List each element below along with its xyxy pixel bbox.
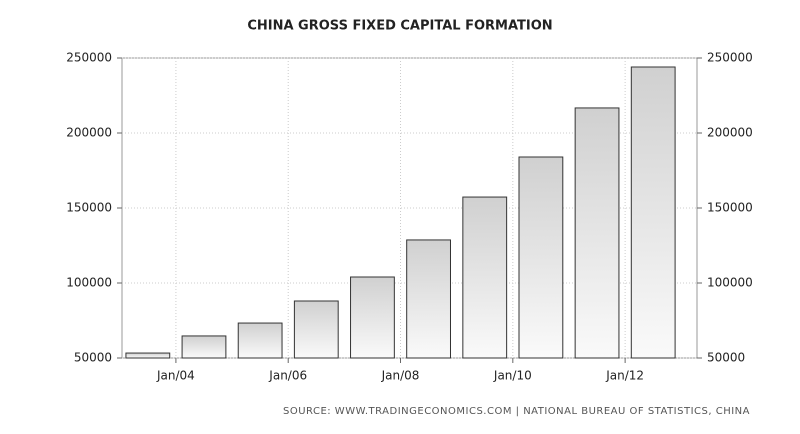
source: SOURCE: WWW.TRADINGECONOMICS.COM | NATIO… xyxy=(283,406,750,417)
x-tick-label: Jan/08 xyxy=(381,369,420,383)
y2-tick-label: 150000 xyxy=(707,201,753,215)
bar xyxy=(237,322,283,359)
bar xyxy=(574,107,620,359)
bar xyxy=(350,276,395,359)
x-tick-label: Jan/04 xyxy=(156,369,195,383)
y2-tick-label: 50000 xyxy=(707,351,745,365)
x-tick-label: Jan/12 xyxy=(605,369,644,383)
bar xyxy=(462,196,508,359)
y2-tick-label: 100000 xyxy=(707,276,753,290)
y-tick-label: 250000 xyxy=(66,51,112,65)
chart-title: CHINA GROSS FIXED CAPITAL FORMATION xyxy=(247,19,552,34)
x-tick-label: Jan/10 xyxy=(493,369,532,383)
y-tick-label: 50000 xyxy=(74,351,112,365)
bar xyxy=(293,300,339,359)
bar xyxy=(518,156,564,359)
y-tick-label: 200000 xyxy=(66,126,112,140)
y-tick-label: 150000 xyxy=(66,201,112,215)
y-tick-label: 100000 xyxy=(66,276,112,290)
bar xyxy=(406,239,451,359)
bar xyxy=(181,335,227,359)
bar xyxy=(125,352,171,359)
y2-tick-label: 250000 xyxy=(707,51,753,65)
bar xyxy=(630,66,676,359)
x-tick-label: Jan/06 xyxy=(268,369,307,383)
y2-tick-label: 200000 xyxy=(707,126,753,140)
